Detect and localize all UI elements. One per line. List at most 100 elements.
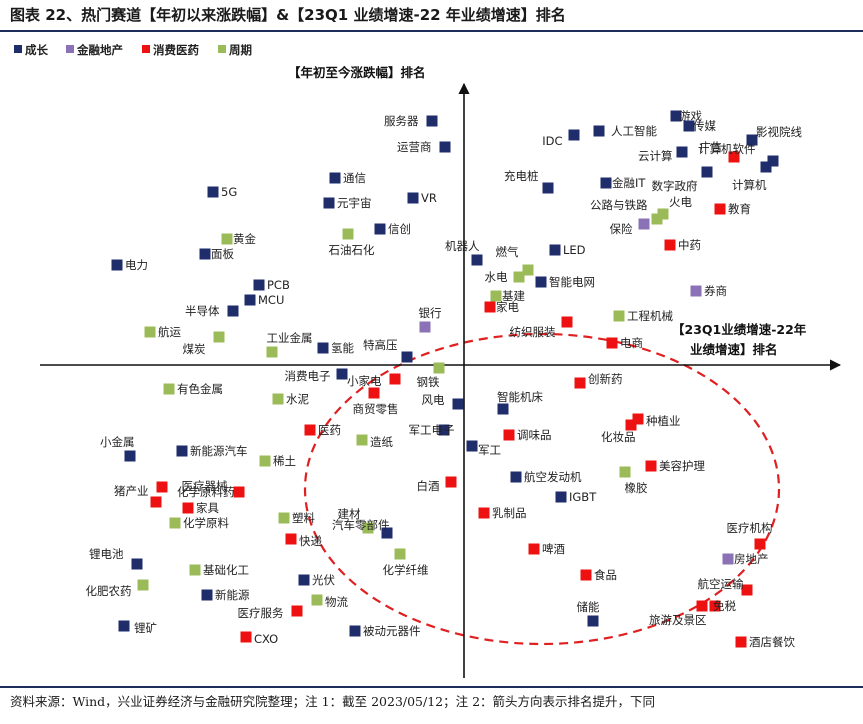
label-point-27: 电商 xyxy=(620,336,643,350)
legend-label-1: 金融地产 xyxy=(76,43,123,57)
marker-point-9 xyxy=(701,166,713,178)
marker-point-65 xyxy=(176,445,188,457)
marker-point-71 xyxy=(156,481,168,493)
x-axis-title-line2: 业绩增速】排名 xyxy=(690,342,778,357)
marker-point-93 xyxy=(311,594,323,606)
label-point-63: 军工 xyxy=(478,443,501,457)
label-point-64: 小金属 xyxy=(100,435,135,449)
label-point-68: 航空发动机 xyxy=(524,470,582,484)
x-axis-title-line1: 【23Q1业绩增速-22年 xyxy=(672,322,807,337)
label-point-50: 小家电 xyxy=(347,374,382,388)
label-point-73: 化学原料药 xyxy=(177,485,235,499)
label-point-34: 信创 xyxy=(388,222,411,236)
label-point-67: 美容护理 xyxy=(659,459,705,473)
marker-point-75 xyxy=(182,502,194,514)
marker-point-91 xyxy=(741,584,753,596)
label-point-37: 石油石化 xyxy=(329,243,375,257)
label-point-35: 黄金 xyxy=(233,232,256,246)
label-point-2: 影视院线 xyxy=(756,125,802,139)
marker-point-43 xyxy=(144,326,156,338)
label-point-55: 智能机床 xyxy=(497,390,543,404)
legend-swatch-2 xyxy=(142,45,150,53)
marker-point-23 xyxy=(490,290,502,302)
label-point-94: 免税 xyxy=(713,599,736,613)
label-point-58: 化妆品 xyxy=(601,430,636,444)
label-point-62: 调味品 xyxy=(517,428,552,442)
marker-point-89 xyxy=(137,579,149,591)
marker-point-18 xyxy=(522,264,534,276)
label-point-81: 快递 xyxy=(299,534,322,548)
label-point-92: 新能源 xyxy=(215,588,250,602)
label-point-48: 钢铁 xyxy=(417,375,440,389)
marker-point-47 xyxy=(401,351,413,363)
marker-point-77 xyxy=(278,512,290,524)
label-point-69: 橡胶 xyxy=(625,481,648,495)
label-point-4: 人工智能 xyxy=(611,124,657,138)
marker-point-27 xyxy=(606,337,618,349)
label-point-54: 风电 xyxy=(422,393,445,407)
marker-point-80 xyxy=(381,527,393,539)
label-point-25: 工程机械 xyxy=(627,309,673,323)
marker-point-66 xyxy=(259,455,271,467)
marker-point-95 xyxy=(291,605,303,617)
marker-point-76 xyxy=(169,517,181,529)
marker-point-92 xyxy=(201,589,213,601)
chart-legend: 成长 金融地产 消费医药 周期 xyxy=(14,43,252,57)
marker-point-97 xyxy=(696,600,708,612)
label-point-80: 汽车零部件 xyxy=(332,518,390,532)
label-point-79: 乳制品 xyxy=(492,506,527,520)
marker-point-15 xyxy=(638,218,650,230)
label-point-90: 光伏 xyxy=(312,573,335,587)
marker-point-39 xyxy=(253,279,265,291)
label-point-52: 有色金属 xyxy=(177,382,223,396)
marker-point-32 xyxy=(323,197,335,209)
label-point-29: 运营商 xyxy=(397,140,432,154)
label-point-66: 稀土 xyxy=(273,454,296,468)
marker-point-46 xyxy=(317,342,329,354)
label-point-43: 航运 xyxy=(158,325,181,339)
label-point-78: 建材 xyxy=(338,507,361,521)
marker-point-29 xyxy=(439,141,451,153)
y-axis-title: 【年初至今涨跌幅】排名 xyxy=(288,65,426,80)
marker-point-58 xyxy=(625,419,637,431)
label-point-12: 教育 xyxy=(728,202,751,216)
label-point-36: 面板 xyxy=(211,247,234,261)
marker-point-87 xyxy=(189,564,201,576)
label-point-75: 家具 xyxy=(196,501,219,515)
marker-point-21 xyxy=(535,276,547,288)
label-point-32: 元宇宙 xyxy=(337,196,372,210)
legend-swatch-0 xyxy=(14,45,22,53)
label-point-40: MCU xyxy=(258,293,284,307)
marker-point-20 xyxy=(513,271,525,283)
marker-point-94 xyxy=(709,600,721,612)
marker-point-3 xyxy=(568,129,580,141)
marker-point-61 xyxy=(438,424,450,436)
legend-label-3: 周期 xyxy=(229,43,252,57)
label-point-28: 服务器 xyxy=(384,114,419,128)
label-point-6: 计算机软件 xyxy=(698,142,756,156)
label-point-7: 计算机 xyxy=(732,178,767,192)
legend-swatch-1 xyxy=(66,45,74,53)
label-point-41: 半导体 xyxy=(185,304,220,318)
marker-point-62 xyxy=(503,429,515,441)
marker-point-25 xyxy=(613,310,625,322)
marker-point-50 xyxy=(389,373,401,385)
marker-point-88 xyxy=(580,569,592,581)
title-rule xyxy=(0,30,863,32)
source-rule xyxy=(0,686,863,688)
label-point-47: 特高压 xyxy=(363,338,398,352)
marker-point-42 xyxy=(419,321,431,333)
label-point-38: 电力 xyxy=(125,258,148,272)
label-point-22: 券商 xyxy=(704,284,727,298)
marker-point-11 xyxy=(600,177,612,189)
legend-label-0: 成长 xyxy=(25,43,48,57)
marker-point-22 xyxy=(690,285,702,297)
marker-point-45 xyxy=(266,346,278,358)
marker-point-72 xyxy=(233,486,245,498)
marker-point-55 xyxy=(497,403,509,415)
marker-point-1 xyxy=(683,120,695,132)
label-point-42: 银行 xyxy=(419,306,442,320)
legend-swatch-3 xyxy=(218,45,226,53)
marker-point-73 xyxy=(150,496,162,508)
